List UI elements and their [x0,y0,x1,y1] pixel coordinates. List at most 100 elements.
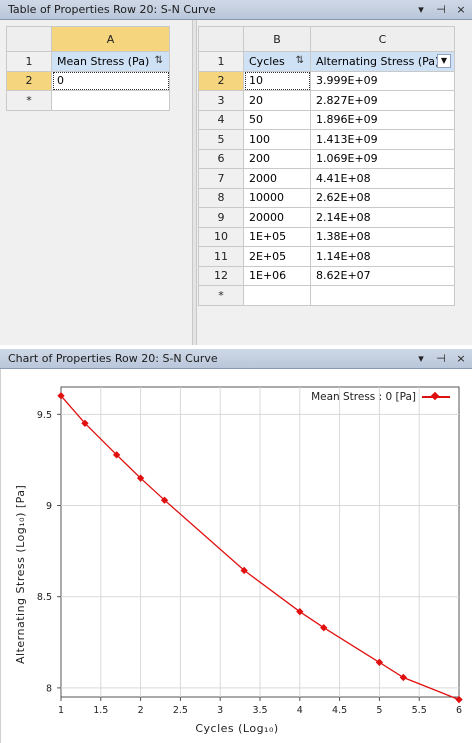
sn-curve-table: B C 1 Cycles ⇅ Alternating Stress (Pa) ▼… [198,26,455,306]
cycles-cell[interactable]: 50 [243,109,311,130]
table-panel-title: Table of Properties Row 20: S-N Curve [8,3,216,16]
row-header[interactable]: 9 [198,207,244,228]
pin-icon[interactable]: ⊣ [436,3,446,16]
cycles-cell[interactable]: 200 [243,148,311,169]
table-row: 8 10000 2.62E+08 [198,187,455,208]
cycles-cell[interactable]: 1E+06 [243,265,311,286]
cycles-cell[interactable]: 1E+05 [243,226,311,247]
data-point [399,673,408,682]
x-tick-label: 3 [217,705,223,716]
row-header[interactable]: 11 [198,246,244,267]
x-tick-label: 2.5 [173,705,188,716]
dropdown-arrow-icon[interactable]: ▼ [437,54,451,68]
table-row: * [6,90,170,111]
alternating-stress-cell[interactable]: 2.14E+08 [310,207,455,228]
row-header[interactable]: 10 [198,226,244,247]
y-tick-label: 8 [46,683,52,694]
row-header[interactable]: 2 [6,70,52,91]
mean-stress-cell[interactable] [51,90,170,111]
x-tick-label: 4 [297,705,303,716]
chart-panel-title: Chart of Properties Row 20: S-N Curve [8,352,218,365]
table-row: 6 200 1.069E+09 [198,148,455,169]
row-header[interactable]: 1 [198,51,244,72]
sort-filter-icon[interactable]: ⇅ [295,55,304,66]
cycles-cell[interactable]: 20000 [243,207,311,228]
mean-stress-header[interactable]: Mean Stress (Pa) ⇅ [51,51,170,72]
cycles-cell[interactable]: 10000 [243,187,311,208]
row-header[interactable]: 6 [198,148,244,169]
x-tick-label: 5 [376,705,382,716]
cycles-cell[interactable]: 100 [243,129,311,150]
cycles-cell[interactable]: 10 [243,70,311,91]
table-row: 5 100 1.413E+09 [198,129,455,150]
corner-cell[interactable] [6,26,52,52]
mean-stress-cell[interactable]: 0 [51,70,170,91]
close-icon[interactable]: × [456,3,466,16]
cycles-cell[interactable]: 2E+05 [243,246,311,267]
close-icon[interactable]: × [456,352,466,365]
new-row-header[interactable]: * [198,285,244,306]
x-axis-label: Cycles (Log₁₀) [195,722,279,735]
data-point [320,624,328,632]
table-row: 10 1E+05 1.38E+08 [198,226,455,247]
table-row: 9 20000 2.14E+08 [198,207,455,228]
cycles-header-label: Cycles [249,54,285,68]
dropdown-arrow-icon[interactable]: ▾ [418,352,424,365]
dropdown-arrow-icon[interactable]: ▾ [418,3,424,16]
y-tick-label: 9.5 [37,410,52,421]
alternating-stress-cell[interactable]: 1.14E+08 [310,246,455,267]
table-row: 2 10 3.999E+09 [198,70,455,91]
chart-legend: Mean Stress : 0 [Pa] [311,391,450,403]
x-tick-label: 1 [58,705,64,716]
alternating-stress-cell[interactable] [310,285,455,306]
alternating-stress-cell[interactable]: 2.62E+08 [310,187,455,208]
alternating-stress-cell[interactable]: 3.999E+09 [310,70,455,91]
alternating-stress-header[interactable]: Alternating Stress (Pa) ▼ [310,51,455,72]
table-row: 7 2000 4.41E+08 [198,168,455,189]
cycles-cell[interactable] [243,285,311,306]
alternating-stress-cell[interactable]: 1.38E+08 [310,226,455,247]
x-tick-label: 5.5 [412,705,427,716]
x-tick-label: 1.5 [93,705,108,716]
x-tick-label: 6 [456,705,462,716]
corner-cell[interactable] [198,26,244,52]
alternating-stress-cell[interactable]: 1.413E+09 [310,129,455,150]
chart-panel-header: Chart of Properties Row 20: S-N Curve ▾ … [0,349,472,369]
cycles-cell[interactable]: 2000 [243,168,311,189]
cycles-cell[interactable]: 20 [243,90,311,111]
legend-swatch [422,396,450,398]
row-header[interactable]: 5 [198,129,244,150]
table-row: * [198,285,455,306]
column-header-b[interactable]: B [243,26,311,52]
alternating-stress-cell[interactable]: 1.896E+09 [310,109,455,130]
row-header[interactable]: 12 [198,265,244,286]
chart-area: 1 1.5 2 2.5 3 3.5 4 4.5 5 5.5 6 8 8.5 9 9.5 Mean Stres… [0,369,472,743]
row-header[interactable]: 1 [6,51,52,72]
column-header-a[interactable]: A [51,26,170,52]
table-row: 4 50 1.896E+09 [198,109,455,130]
row-header[interactable]: 2 [198,70,244,91]
alternating-stress-cell[interactable]: 2.827E+09 [310,90,455,111]
legend-label: Mean Stress : 0 [Pa] [311,391,416,403]
alternating-stress-cell[interactable]: 8.62E+07 [310,265,455,286]
data-point [240,566,248,575]
data-point [375,658,384,667]
y-axis-label: Alternating Stress (Log₁₀) [Pa] [14,484,27,664]
row-header[interactable]: 4 [198,109,244,130]
pin-icon[interactable]: ⊣ [436,352,446,365]
row-header[interactable]: 7 [198,168,244,189]
data-point [455,695,463,704]
cycles-header[interactable]: Cycles ⇅ [243,51,311,72]
table-area: A 1 Mean Stress (Pa) ⇅ 2 0 * B C 1 [0,20,472,345]
row-header[interactable]: 8 [198,187,244,208]
x-tick-label: 3.5 [252,705,267,716]
new-row-header[interactable]: * [6,90,52,111]
alternating-stress-cell[interactable]: 4.41E+08 [310,168,455,189]
row-header[interactable]: 3 [198,90,244,111]
table-row: 3 20 2.827E+09 [198,90,455,111]
sort-filter-icon[interactable]: ⇅ [154,55,163,66]
table-row: 11 2E+05 1.14E+08 [198,246,455,267]
alternating-stress-cell[interactable]: 1.069E+09 [310,148,455,169]
column-header-c[interactable]: C [310,26,455,52]
panel-splitter[interactable] [192,20,197,345]
